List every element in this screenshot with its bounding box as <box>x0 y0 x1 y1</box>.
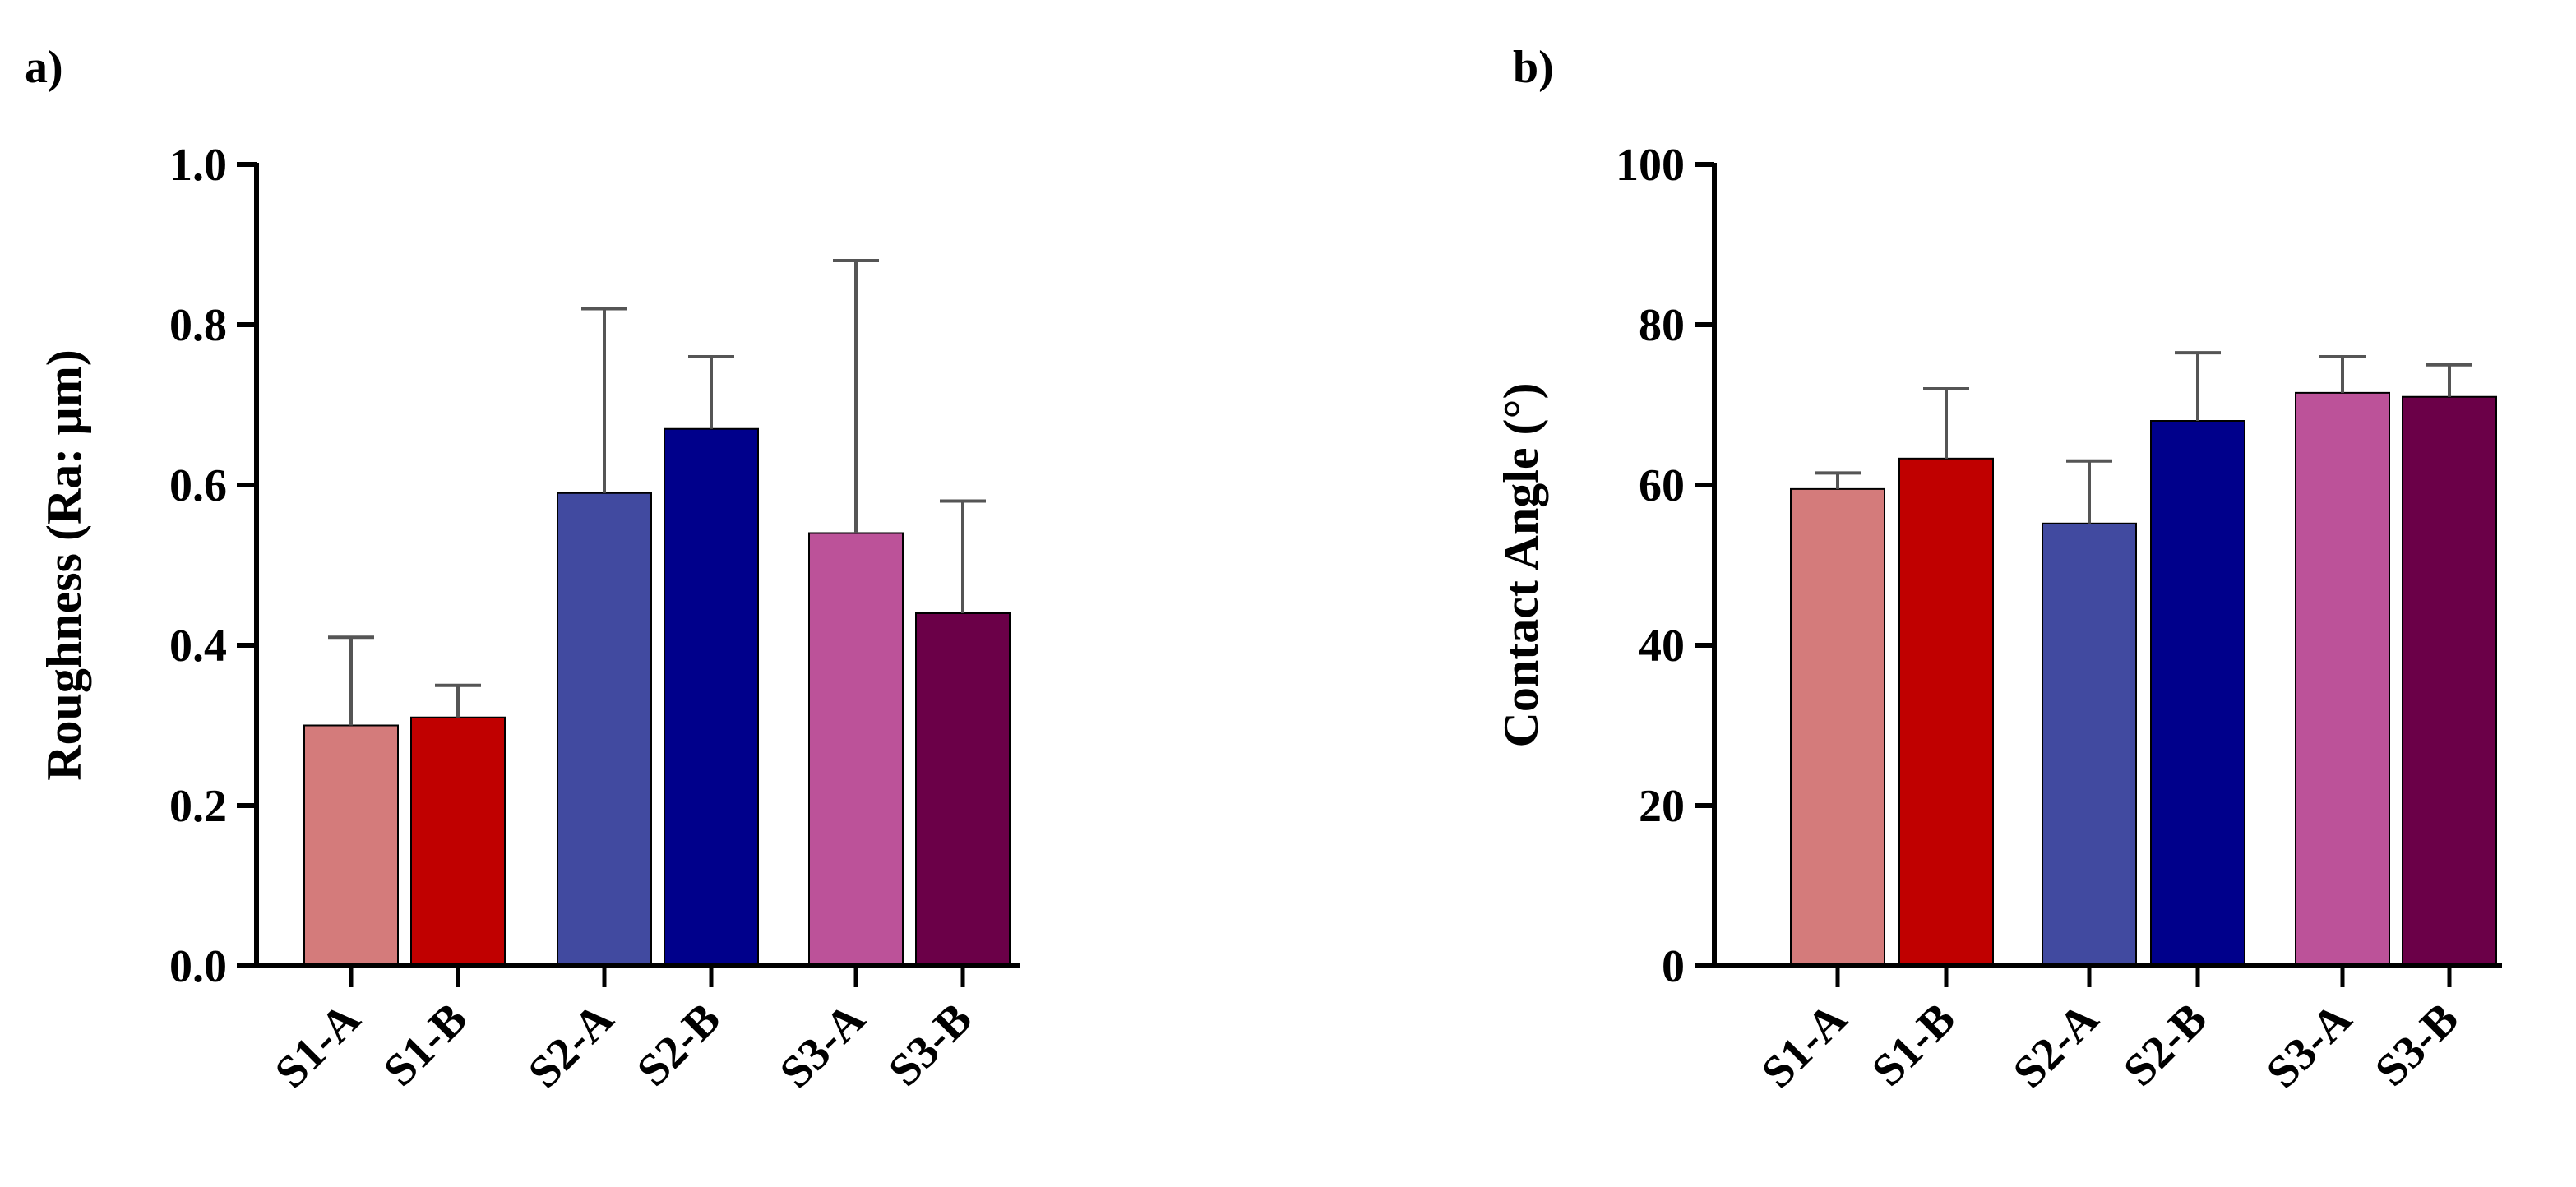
bar-s1-a <box>1790 487 1885 967</box>
panel-label: a) <box>25 42 63 93</box>
x-tick-label: S2-A <box>519 993 624 1098</box>
bar-s2-b <box>664 427 759 967</box>
x-tick-label: S2-B <box>627 993 730 1096</box>
bar-s1-a <box>303 724 399 967</box>
x-tick-label: S3-A <box>770 993 876 1098</box>
y-tick-label: 100 <box>1616 140 1685 191</box>
x-tick-label: S2-B <box>2114 993 2217 1096</box>
y-tick-label: 0.4 <box>169 621 227 672</box>
y-axis-label: Contact Angle (°) <box>1494 383 1548 748</box>
bar-s1-b <box>1898 457 1994 967</box>
chart-panel-a: a) Roughness (Ra: µm) 0.0 0.2 0.4 0.6 0.8 1.0 S1… <box>25 42 1020 1098</box>
bar-s3-a <box>2295 391 2390 967</box>
x-tick-label: S1-A <box>266 993 371 1098</box>
panel-label: b) <box>1513 42 1554 93</box>
bar-s1-b <box>410 716 506 967</box>
y-tick-label: 60 <box>1639 460 1685 511</box>
x-tick-label: S2-A <box>2004 993 2109 1098</box>
y-tick-label: 0 <box>1662 941 1685 992</box>
y-tick-label: 0.0 <box>169 941 227 992</box>
chart-panel-b: b) Contact Angle (°) 0 20 40 60 80 100 S1-A S1-B S… <box>1494 42 2502 1098</box>
x-tick-label: S3-A <box>2257 993 2362 1098</box>
bar-s3-b <box>2402 395 2497 967</box>
y-tick-label: 0.2 <box>169 781 227 832</box>
y-tick-label: 40 <box>1639 621 1685 672</box>
bar-s3-a <box>808 532 904 967</box>
bar-s2-b <box>2150 420 2245 967</box>
x-tick-label: S1-B <box>374 993 477 1096</box>
y-tick-label: 0.6 <box>169 460 227 511</box>
bar-s2-a <box>557 492 652 967</box>
x-tick-label: S1-A <box>1752 993 1857 1098</box>
y-tick-label: 20 <box>1639 781 1685 832</box>
y-tick-label: 1.0 <box>169 140 227 191</box>
y-tick-label: 0.8 <box>169 300 227 351</box>
bar-s3-b <box>915 612 1011 967</box>
y-axis-label: Roughness (Ra: µm) <box>37 349 91 781</box>
bar-s2-a <box>2042 522 2137 967</box>
x-tick-label: S1-B <box>1862 993 1965 1096</box>
x-tick-label: S3-B <box>2366 993 2468 1096</box>
y-tick-label: 80 <box>1639 300 1685 351</box>
x-tick-label: S3-B <box>879 993 982 1096</box>
